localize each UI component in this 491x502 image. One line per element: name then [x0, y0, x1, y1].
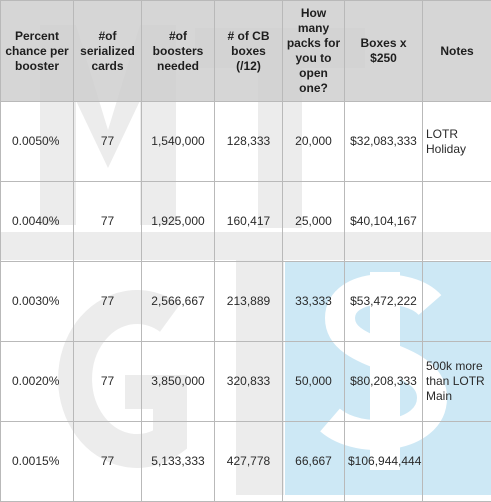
table-row: 0.0040% 77 1,925,000 160,417 25,000 $40,…	[1, 182, 491, 262]
cell-cost: $32,083,333	[345, 102, 423, 182]
header-percent-chance: Percent chance per booster	[1, 1, 74, 102]
cell-boosters: 5,133,333	[142, 422, 215, 502]
cell-boosters: 1,925,000	[142, 182, 215, 262]
cell-cb-boxes: 320,833	[215, 342, 283, 422]
cell-cb-boxes: 128,333	[215, 102, 283, 182]
cell-notes	[423, 182, 491, 262]
cell-cb-boxes: 213,889	[215, 262, 283, 342]
cell-serialized: 77	[74, 182, 142, 262]
cell-percent: 0.0040%	[1, 182, 74, 262]
cell-percent: 0.0020%	[1, 342, 74, 422]
table-row: 0.0050% 77 1,540,000 128,333 20,000 $32,…	[1, 102, 491, 182]
header-boxes-cost: Boxes x $250	[345, 1, 423, 102]
cell-serialized: 77	[74, 262, 142, 342]
header-packs-to-open: How many packs for you to open one?	[283, 1, 345, 102]
header-cb-boxes: # of CB boxes (/12)	[215, 1, 283, 102]
cell-packs: 66,667	[283, 422, 345, 502]
cell-cost: $106,944,444	[345, 422, 423, 502]
cell-percent: 0.0030%	[1, 262, 74, 342]
cell-packs: 50,000	[283, 342, 345, 422]
cell-percent: 0.0050%	[1, 102, 74, 182]
cell-boosters: 2,566,667	[142, 262, 215, 342]
table-row: 0.0020% 77 3,850,000 320,833 50,000 $80,…	[1, 342, 491, 422]
cell-percent: 0.0015%	[1, 422, 74, 502]
cell-packs: 20,000	[283, 102, 345, 182]
cell-serialized: 77	[74, 342, 142, 422]
header-serialized-cards: #of serialized cards	[74, 1, 142, 102]
cell-boosters: 1,540,000	[142, 102, 215, 182]
cell-cost: $80,208,333	[345, 342, 423, 422]
cell-notes: LOTR Holiday	[423, 102, 491, 182]
cell-cost: $40,104,167	[345, 182, 423, 262]
cell-packs: 33,333	[283, 262, 345, 342]
cell-serialized: 77	[74, 422, 142, 502]
header-boosters-needed: #of boosters needed	[142, 1, 215, 102]
cell-cb-boxes: 160,417	[215, 182, 283, 262]
cell-notes	[423, 262, 491, 342]
cell-cb-boxes: 427,778	[215, 422, 283, 502]
table-row: 0.0030% 77 2,566,667 213,889 33,333 $53,…	[1, 262, 491, 342]
cell-notes: 500k more than LOTR Main	[423, 342, 491, 422]
cell-serialized: 77	[74, 102, 142, 182]
cell-boosters: 3,850,000	[142, 342, 215, 422]
table-row: 0.0015% 77 5,133,333 427,778 66,667 $106…	[1, 422, 491, 502]
header-notes: Notes	[423, 1, 491, 102]
cell-notes	[423, 422, 491, 502]
cell-packs: 25,000	[283, 182, 345, 262]
header-row: Percent chance per booster #of serialize…	[1, 1, 491, 102]
cell-cost: $53,472,222	[345, 262, 423, 342]
